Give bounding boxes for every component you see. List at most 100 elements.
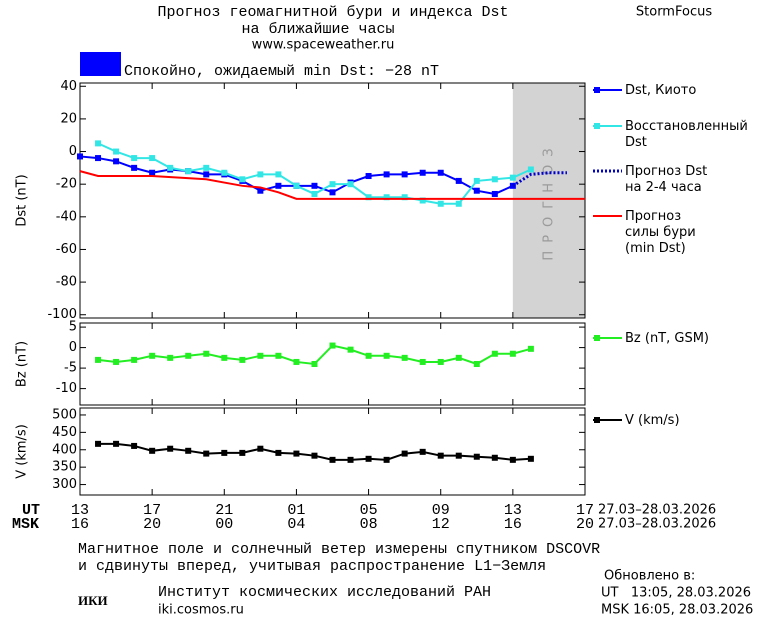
marker — [95, 155, 102, 162]
marker — [203, 350, 210, 357]
y-tick-label: 0 — [69, 340, 77, 355]
marker — [419, 197, 426, 204]
marker — [473, 177, 480, 184]
marker — [419, 448, 426, 455]
marker — [383, 352, 390, 359]
marker — [383, 171, 390, 178]
x-tick-label: 12 — [432, 516, 450, 533]
marker — [365, 455, 372, 462]
marker — [383, 194, 390, 201]
plot-frame — [79, 82, 586, 319]
marker — [257, 187, 264, 194]
marker — [455, 177, 462, 184]
status: Спокойно, ожидаемый min Dst: −28 nT — [124, 63, 439, 80]
marker — [491, 176, 498, 183]
marker — [221, 449, 228, 456]
marker — [131, 164, 138, 171]
marker — [95, 140, 102, 147]
marker — [491, 190, 498, 197]
legend-line: V (km/s) — [625, 413, 680, 428]
y-tick-label: 0 — [69, 144, 77, 159]
marker — [509, 350, 516, 357]
marker — [167, 354, 174, 361]
marker — [347, 456, 354, 463]
y-axis-label: V (km/s) — [15, 424, 30, 479]
legend-label: Прогноз Dst на 2-4 часа — [625, 164, 707, 195]
y-tick-label: 300 — [52, 477, 77, 492]
legend-marker — [594, 417, 600, 423]
marker — [419, 358, 426, 365]
y-tick-label: 500 — [52, 407, 77, 422]
y-tick-label: -5 — [64, 361, 77, 376]
row-ut: UT — [22, 502, 40, 519]
marker — [149, 169, 156, 176]
legend-label: Bz (nT, GSM) — [625, 331, 709, 346]
marker — [203, 171, 210, 178]
row-msk: MSK — [12, 516, 39, 533]
marker — [329, 181, 336, 188]
y-axis-label: Dst (nT) — [15, 174, 30, 226]
y-tick-label: 5 — [69, 320, 77, 335]
y-tick-label: 350 — [52, 460, 77, 475]
y-tick-label: -10 — [56, 381, 77, 396]
marker — [401, 354, 408, 361]
y-tick-label: 450 — [52, 425, 77, 440]
marker — [203, 164, 210, 171]
marker — [293, 450, 300, 457]
x-tick-label: 20 — [143, 516, 161, 533]
marker — [401, 171, 408, 178]
status-box — [80, 52, 121, 76]
range-msk: 27.03–28.03.2026 — [598, 517, 716, 532]
marker — [419, 169, 426, 176]
legend-line: на 2-4 часа — [625, 180, 702, 195]
y-tick-label: 20 — [60, 111, 77, 126]
legend-line: Прогноз — [625, 209, 681, 224]
plot-frame — [79, 322, 586, 406]
marker — [473, 187, 480, 194]
marker — [293, 358, 300, 365]
marker — [113, 358, 120, 365]
site: iki.cosmos.ru — [158, 603, 244, 618]
marker — [491, 454, 498, 461]
marker — [95, 356, 102, 363]
x-tick-label: 17 — [143, 502, 161, 519]
legend-marker — [594, 335, 600, 341]
brand: StormFocus — [636, 5, 712, 20]
marker — [293, 182, 300, 189]
legend-line: Восстановленный — [625, 119, 748, 134]
marker — [113, 440, 120, 447]
marker — [131, 356, 138, 363]
legend-line: силы бури — [625, 225, 696, 240]
marker — [347, 181, 354, 188]
marker — [509, 456, 516, 463]
x-tick-label: 09 — [432, 502, 450, 519]
institute: Институт космических исследований РАН — [158, 584, 491, 601]
url: www.spaceweather.ru — [252, 38, 395, 53]
marker — [113, 148, 120, 155]
legend-line: Bz (nT, GSM) — [625, 331, 709, 346]
marker — [311, 361, 318, 367]
marker — [257, 352, 264, 359]
marker — [473, 361, 480, 367]
marker — [239, 449, 246, 456]
marker — [437, 200, 444, 207]
marker — [329, 342, 336, 349]
legend-marker — [594, 87, 600, 93]
y-tick-label: -80 — [56, 275, 77, 290]
marker — [131, 442, 138, 449]
marker — [437, 169, 444, 176]
x-tick-label: 13 — [71, 502, 89, 519]
range-ut: 27.03–28.03.2026 — [598, 503, 716, 518]
marker — [455, 452, 462, 459]
marker — [527, 345, 534, 352]
marker — [365, 352, 372, 359]
title: Прогноз геомагнитной бури и индекса Dst — [157, 4, 508, 21]
marker — [167, 445, 174, 452]
marker — [437, 358, 444, 365]
x-tick-label: 00 — [215, 516, 233, 533]
logo: ИКИ — [78, 593, 108, 608]
marker — [113, 158, 120, 165]
legend-line: (min Dst) — [625, 241, 686, 256]
marker — [365, 173, 372, 180]
updated-msk: MSK 16:05, 28.03.2026 — [601, 603, 753, 618]
